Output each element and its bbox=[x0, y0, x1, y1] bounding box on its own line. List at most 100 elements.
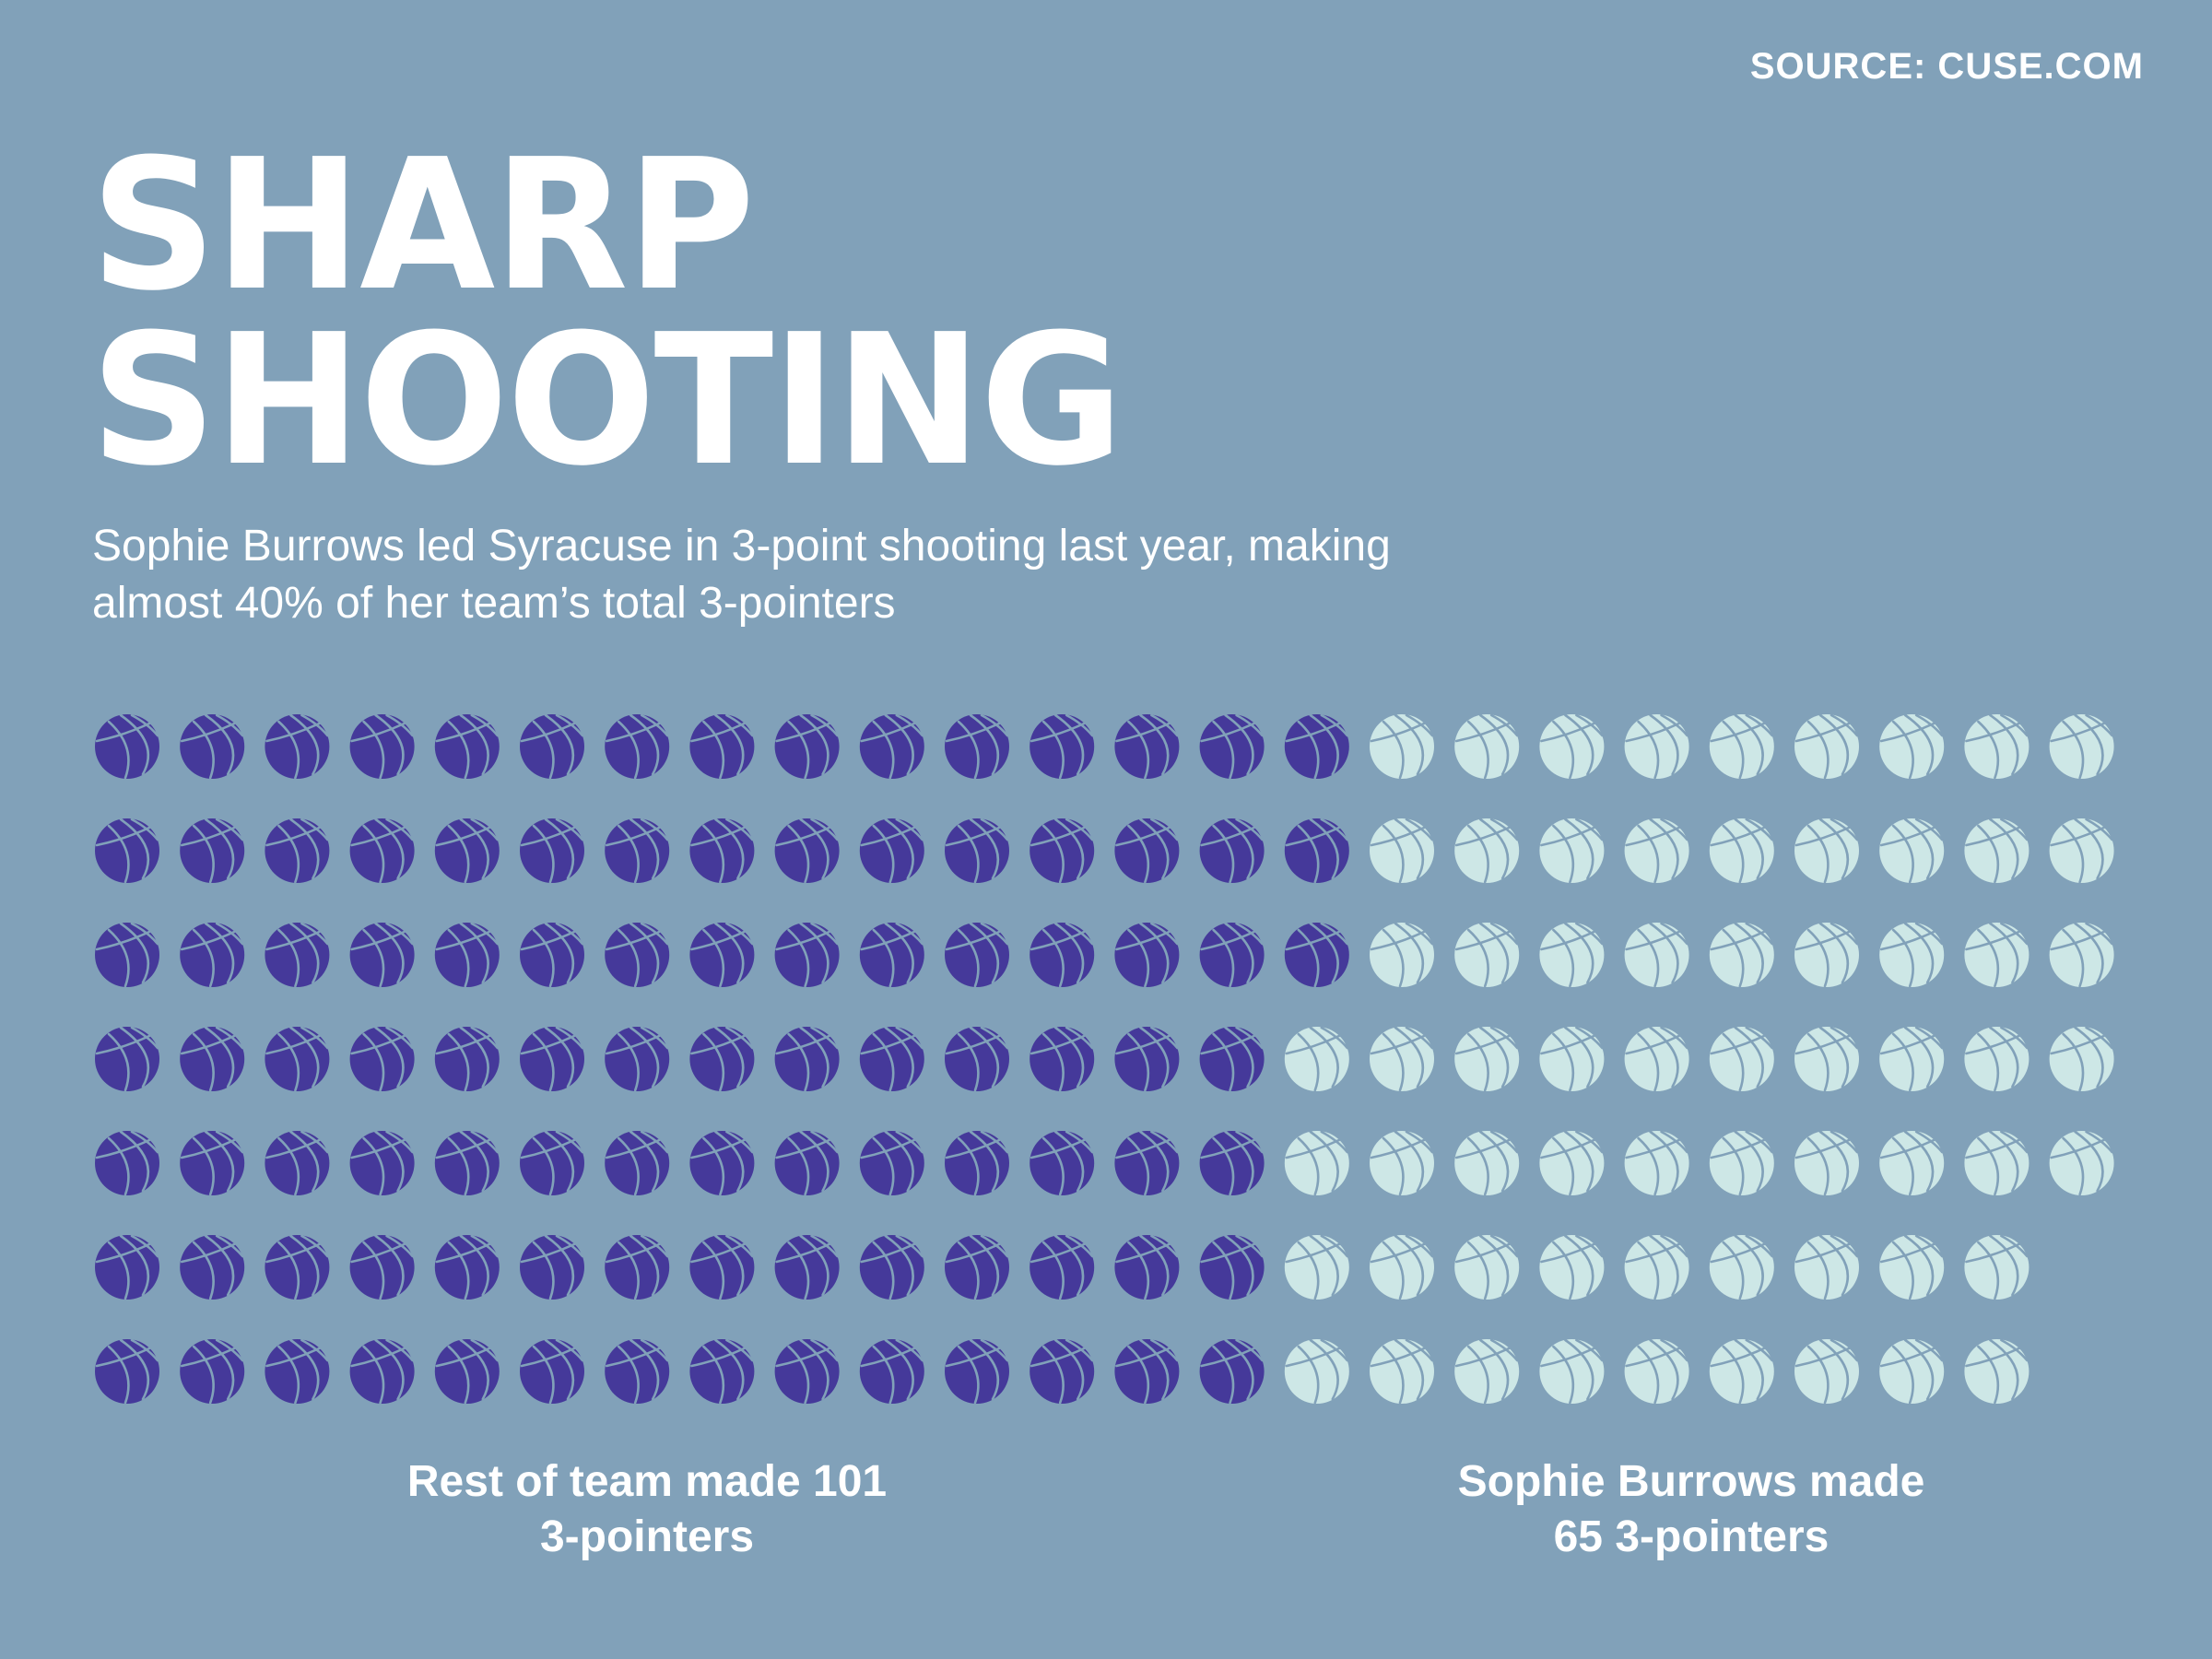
sophie-basketball-icon bbox=[1370, 818, 1434, 884]
team-basketball-icon bbox=[605, 1130, 670, 1196]
sophie-basketball-icon bbox=[2049, 922, 2114, 988]
sophie-basketball-icon bbox=[1794, 1234, 1859, 1300]
sophie-basketball-icon bbox=[1370, 1130, 1434, 1196]
team-basketball-icon bbox=[95, 1026, 159, 1092]
sophie-label-line-1: Sophie Burrows made bbox=[1457, 1457, 1925, 1506]
sophie-basketball-icon bbox=[1964, 922, 2030, 988]
sophie-basketball-icon bbox=[1964, 818, 2030, 884]
team-basketball-icon bbox=[180, 713, 245, 780]
team-basketball-icon bbox=[180, 1234, 245, 1300]
sophie-basketball-icon bbox=[1624, 1234, 1689, 1300]
sophie-basketball-icon bbox=[1539, 713, 1605, 780]
team-basketball-icon bbox=[774, 818, 840, 884]
sophie-basketball-icon bbox=[1624, 922, 1689, 988]
team-basketball-icon bbox=[945, 1234, 1009, 1300]
team-basketball-icon bbox=[520, 922, 584, 988]
sophie-basketball-icon bbox=[1284, 1338, 1349, 1405]
team-basketball-icon bbox=[95, 1130, 159, 1196]
team-basketball-icon bbox=[265, 1130, 330, 1196]
chart-subtitle: Sophie Burrows led Syracuse in 3-point s… bbox=[92, 522, 1391, 628]
team-basketball-icon bbox=[95, 818, 159, 884]
chart-title: SHARP SHOOTING bbox=[90, 121, 1124, 491]
team-basketball-icon bbox=[265, 818, 330, 884]
team-basketball-icon bbox=[945, 922, 1009, 988]
sophie-basketball-icon bbox=[1454, 922, 1520, 988]
team-basketball-icon bbox=[1030, 1338, 1095, 1405]
team-basketball-icon bbox=[605, 1234, 670, 1300]
team-basketball-icon bbox=[1199, 1026, 1265, 1092]
team-basketball-icon bbox=[1114, 1338, 1180, 1405]
team-basketball-icon bbox=[1030, 1026, 1095, 1092]
team-basketball-icon bbox=[859, 1234, 924, 1300]
team-basketball-icon bbox=[349, 713, 415, 780]
sophie-basketball-icon bbox=[1879, 1130, 1945, 1196]
team-basketball-icon bbox=[859, 818, 924, 884]
team-basketball-icon bbox=[520, 1130, 584, 1196]
team-basketball-icon bbox=[859, 1130, 924, 1196]
sophie-basketball-icon bbox=[1454, 713, 1520, 780]
team-basketball-icon bbox=[265, 1026, 330, 1092]
sophie-basketball-icon bbox=[1624, 713, 1689, 780]
team-basketball-icon bbox=[95, 922, 159, 988]
sophie-basketball-icon bbox=[1454, 1026, 1520, 1092]
sophie-basketball-icon bbox=[1370, 1234, 1434, 1300]
sophie-basketball-icon bbox=[1709, 1130, 1774, 1196]
team-basketball-icon bbox=[605, 1338, 670, 1405]
sophie-basketball-icon bbox=[1370, 1338, 1434, 1405]
team-basketball-icon bbox=[605, 818, 670, 884]
sophie-basketball-icon bbox=[1794, 1130, 1859, 1196]
chart-title-line-1: SHARP bbox=[90, 121, 755, 331]
team-basketball-icon bbox=[1199, 1130, 1265, 1196]
sophie-basketball-icon bbox=[2049, 713, 2114, 780]
team-label: Rest of team made 101 3-pointers bbox=[324, 1454, 970, 1565]
team-basketball-icon bbox=[689, 1234, 755, 1300]
team-basketball-icon bbox=[1030, 1234, 1095, 1300]
team-basketball-icon bbox=[265, 1234, 330, 1300]
team-basketball-icon bbox=[1284, 922, 1349, 988]
team-basketball-icon bbox=[520, 818, 584, 884]
team-basketball-icon bbox=[95, 1338, 159, 1405]
team-basketball-icon bbox=[434, 1026, 500, 1092]
team-basketball-icon bbox=[180, 1130, 245, 1196]
sophie-label: Sophie Burrows made 65 3-pointers bbox=[1369, 1454, 2014, 1565]
team-basketball-icon bbox=[1114, 1130, 1180, 1196]
team-basketball-icon bbox=[1199, 818, 1265, 884]
sophie-basketball-icon bbox=[1539, 922, 1605, 988]
sophie-basketball-icon bbox=[1539, 1026, 1605, 1092]
team-label-line-2: 3-pointers bbox=[539, 1512, 755, 1561]
team-basketball-icon bbox=[859, 713, 924, 780]
team-basketball-icon bbox=[1114, 922, 1180, 988]
team-basketball-icon bbox=[520, 1338, 584, 1405]
sophie-basketball-icon bbox=[1284, 1234, 1349, 1300]
team-basketball-icon bbox=[265, 922, 330, 988]
team-basketball-icon bbox=[689, 1026, 755, 1092]
team-basketball-icon bbox=[774, 922, 840, 988]
sophie-basketball-icon bbox=[1370, 1026, 1434, 1092]
team-basketball-icon bbox=[349, 1026, 415, 1092]
team-basketball-icon bbox=[434, 818, 500, 884]
team-basketball-icon bbox=[945, 1026, 1009, 1092]
sophie-basketball-icon bbox=[1370, 713, 1434, 780]
sophie-basketball-icon bbox=[1879, 1338, 1945, 1405]
sophie-basketball-icon bbox=[1709, 922, 1774, 988]
team-basketball-icon bbox=[1114, 1234, 1180, 1300]
sophie-basketball-icon bbox=[1624, 818, 1689, 884]
team-basketball-icon bbox=[859, 922, 924, 988]
sophie-basketball-icon bbox=[1964, 1338, 2030, 1405]
team-basketball-icon bbox=[349, 818, 415, 884]
waffle-chart bbox=[95, 713, 2114, 1405]
team-basketball-icon bbox=[1199, 922, 1265, 988]
sophie-basketball-icon bbox=[2049, 818, 2114, 884]
team-basketball-icon bbox=[945, 1130, 1009, 1196]
team-basketball-icon bbox=[859, 1026, 924, 1092]
sophie-basketball-icon bbox=[1879, 1234, 1945, 1300]
sophie-basketball-icon bbox=[1539, 1338, 1605, 1405]
sophie-basketball-icon bbox=[1539, 1234, 1605, 1300]
team-basketball-icon bbox=[434, 922, 500, 988]
sophie-basketball-icon bbox=[1624, 1026, 1689, 1092]
sophie-basketball-icon bbox=[1624, 1130, 1689, 1196]
sophie-basketball-icon bbox=[1964, 713, 2030, 780]
team-basketball-icon bbox=[605, 1026, 670, 1092]
sophie-basketball-icon bbox=[1709, 713, 1774, 780]
team-basketball-icon bbox=[1284, 713, 1349, 780]
